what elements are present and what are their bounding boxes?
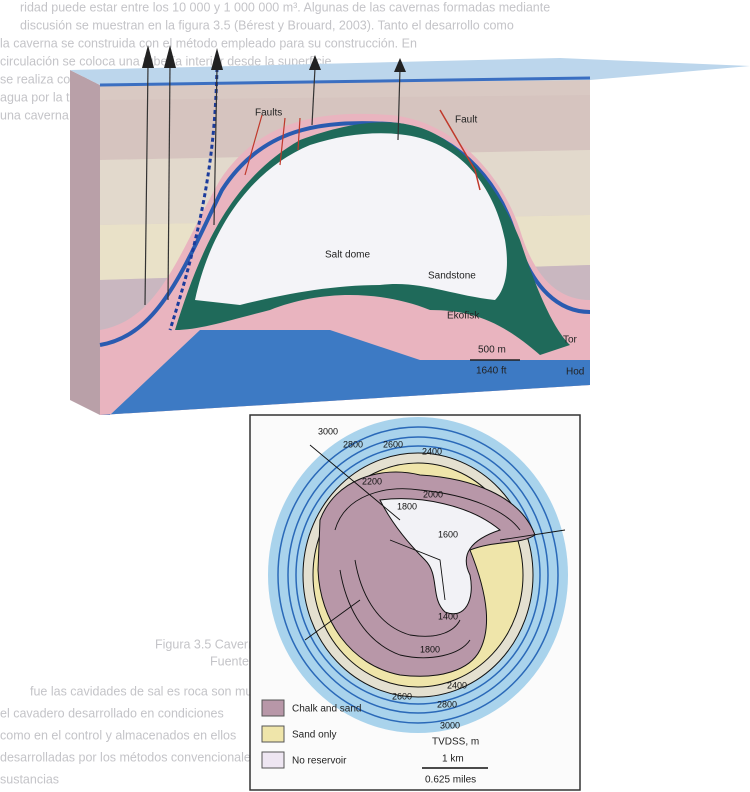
derrick (394, 58, 406, 72)
legend-swatch (261, 751, 285, 769)
fault-line (439, 109, 481, 191)
derrick (211, 48, 223, 70)
contour (339, 569, 471, 659)
legend-swatch (261, 725, 285, 743)
depth-label: TVDSS, m (432, 737, 479, 748)
well (167, 64, 171, 301)
fault-line (244, 114, 301, 176)
wells (144, 64, 481, 331)
scale-label: 1640 ft (476, 366, 507, 377)
contour-label: 2800 (437, 699, 457, 709)
contour-label: 2800 (343, 439, 363, 449)
label: Tor (563, 335, 578, 346)
contour-map: 3000 2800 2600 2400 2200 2000 1800 1600 1400 1800… (249, 414, 581, 791)
well (397, 67, 401, 141)
contour (287, 436, 549, 714)
legend-label: Sand only (292, 730, 336, 741)
contour (295, 445, 541, 705)
paragraph-line: el cavadero desarrollado en condiciones (0, 706, 224, 720)
well (144, 64, 149, 306)
paragraph-line: como en el control y almacenados en ello… (0, 728, 236, 742)
contour-label: 2600 (392, 691, 412, 701)
contour-label: 1400 (438, 611, 458, 621)
contour-label: 2400 (422, 446, 442, 456)
label: Faults (255, 108, 282, 119)
seabed (99, 76, 591, 87)
paragraph-line: desarrolladas por los métodos convencion… (0, 750, 257, 764)
contour-label: 2400 (447, 680, 467, 690)
paragraph-line: sustancias (0, 772, 59, 786)
contour-label: 3000 (440, 720, 460, 730)
fault (304, 444, 566, 641)
scale-label: 1 km (442, 754, 464, 765)
deep-layer (100, 330, 590, 415)
scale-label: 0.625 miles (425, 775, 476, 786)
contour (334, 488, 521, 531)
label: Hod (566, 367, 584, 378)
contour-label: 2200 (362, 476, 382, 486)
block-side (70, 70, 100, 415)
paragraph-line: fue las cavidades de sal es roca son muy (30, 684, 259, 698)
well (213, 67, 218, 226)
block-diagram: Faults Fault Salt dome Sandstone Ekofisk… (70, 45, 750, 415)
legend-label: Chalk and sand (292, 704, 362, 715)
contour (277, 426, 559, 724)
no-reservoir (379, 498, 502, 615)
derrick (164, 45, 176, 68)
contour-label: 1600 (438, 529, 458, 539)
well (311, 67, 316, 126)
contour-label: 1800 (420, 644, 440, 654)
contour-label: 3000 (318, 426, 338, 436)
derrick (142, 45, 154, 68)
well (168, 67, 219, 331)
contour-lines (277, 426, 559, 724)
paragraph-line: ridad puede estar entre los 10 000 y 1 0… (20, 0, 550, 14)
contour (389, 539, 446, 601)
paragraph-line: la caverna se construida con el método e… (0, 36, 417, 50)
contour-labels: 3000 2800 2600 2400 2200 2000 1800 1600 1400 1800… (318, 426, 467, 730)
label: Fault (455, 115, 477, 126)
contour (354, 559, 461, 637)
caption: Figura 3.5 Caverna (155, 637, 262, 651)
contour-label: 2000 (423, 489, 443, 499)
scale-label: 500 m (478, 345, 506, 356)
derrick (309, 55, 321, 70)
derricks (142, 45, 406, 72)
label: Salt dome (325, 250, 370, 261)
legend-label: No reservoir (292, 756, 347, 767)
contour-label: 2600 (383, 439, 403, 449)
salt-dome (195, 133, 507, 305)
contour-label: 1800 (397, 501, 417, 511)
paragraph-line: discusión se muestran en la figura 3.5 (… (20, 18, 514, 32)
legend-swatch (261, 699, 285, 717)
label: Ekofisk (447, 311, 480, 322)
contour-lines (304, 444, 566, 659)
label: Sandstone (428, 271, 476, 282)
